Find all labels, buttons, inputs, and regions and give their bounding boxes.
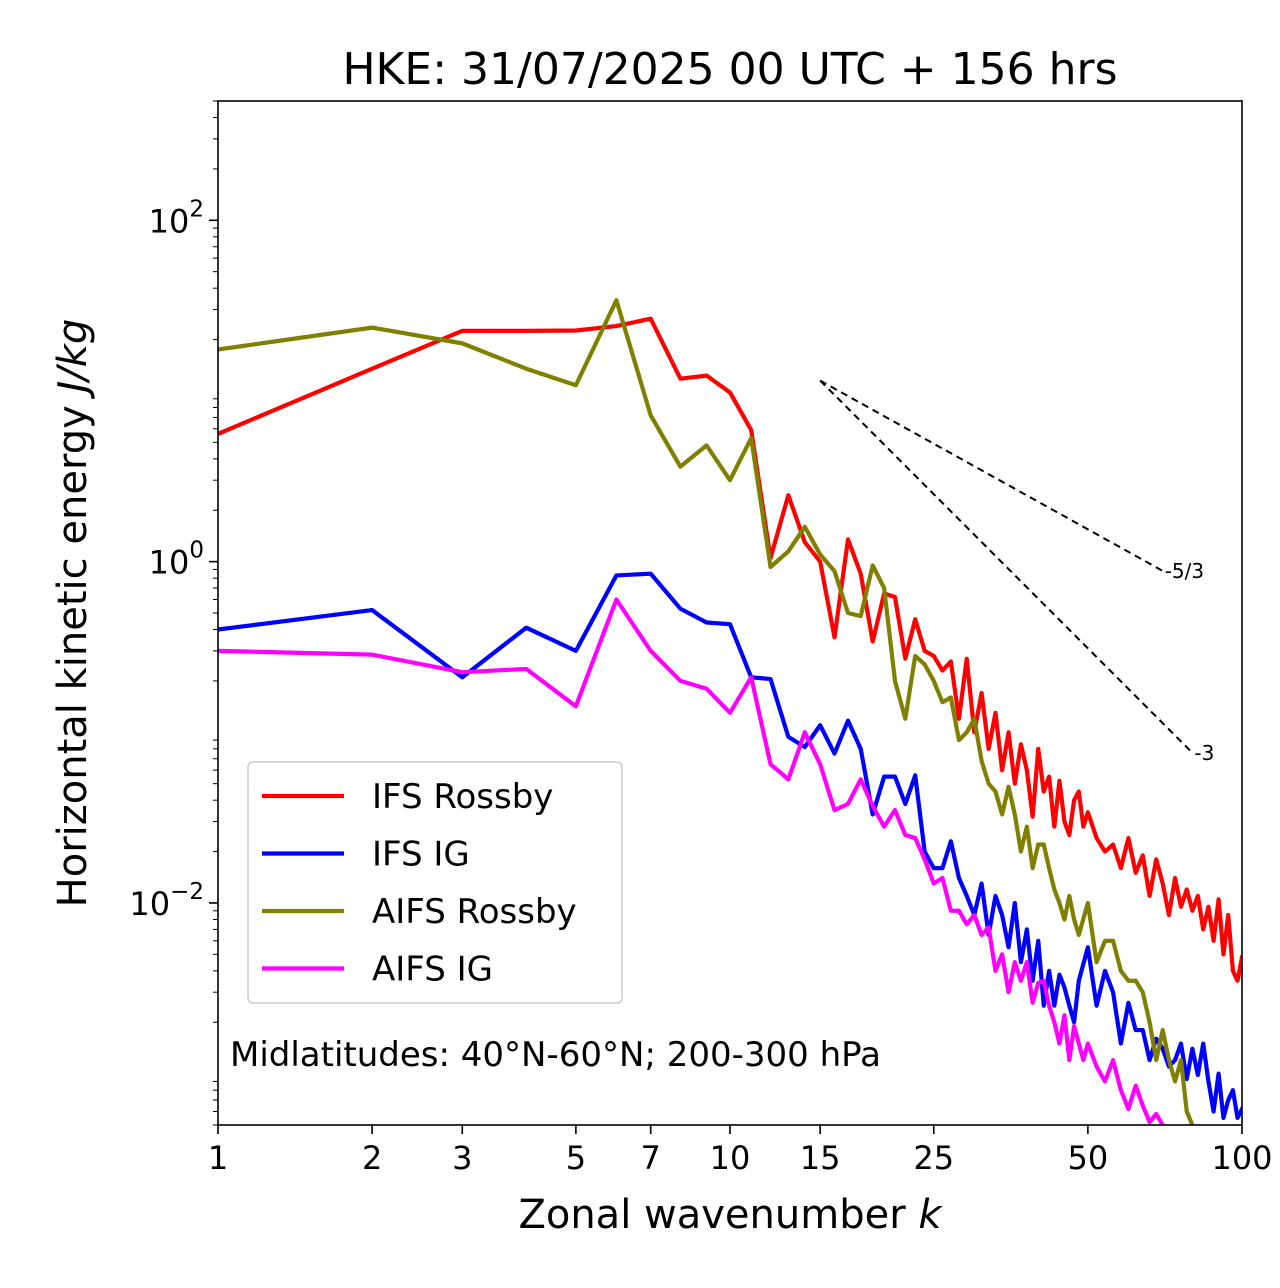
- x-axis-label-text: Zonal wavenumber: [518, 1192, 918, 1238]
- x-tick-label: 3: [452, 1139, 472, 1177]
- y-tick-base: 10: [149, 544, 190, 582]
- reference-line: [819, 379, 1164, 572]
- series-line-aifs-rossby: [218, 298, 1195, 1125]
- x-tick-label: 15: [800, 1139, 841, 1177]
- series-line-aifs-ig: [218, 597, 1166, 1125]
- x-tick-label: 50: [1068, 1139, 1109, 1177]
- x-axis-ticks: 1 2 3 5 7 10 15 25 50 100: [208, 1125, 1273, 1177]
- x-tick-label: 1: [208, 1139, 228, 1177]
- y-tick-label: 100: [149, 538, 204, 582]
- series-line-ifs-rossby: [218, 316, 1242, 983]
- region-annotation: Midlatitudes: 40°N-60°N; 200-300 hPa: [230, 1035, 881, 1075]
- x-axis-label-var: k: [918, 1192, 943, 1238]
- x-axis-label: Zonal wavenumber k: [518, 1192, 943, 1238]
- x-tick-label: 100: [1211, 1139, 1272, 1177]
- reference-line: [819, 379, 1194, 754]
- x-tick-label: 25: [913, 1139, 954, 1177]
- legend-box: [247, 761, 623, 1004]
- y-tick-label: 102: [149, 196, 204, 240]
- x-tick-label: 5: [566, 1139, 586, 1177]
- y-axis-label-text: Horizontal kinetic energy: [50, 393, 96, 908]
- reference-lines: [819, 379, 1194, 754]
- y-axis-label-units: J/kg: [50, 319, 96, 400]
- y-tick-base: 10: [149, 202, 190, 240]
- reference-line-label: -3: [1194, 741, 1214, 765]
- legend: IFS Rossby IFS IG AIFS Rossby AIFS IG: [247, 761, 623, 1004]
- series-lines: [218, 298, 1242, 1125]
- y-tick-exponent: 2: [189, 196, 204, 222]
- x-tick-label: 7: [641, 1139, 661, 1177]
- legend-label-aifs-rossby: AIFS Rossby: [372, 892, 577, 932]
- y-tick-base: 10: [129, 885, 170, 923]
- x-tick-label: 2: [362, 1139, 382, 1177]
- legend-label-aifs-ig: AIFS IG: [372, 950, 493, 990]
- x-tick-label: 10: [710, 1139, 751, 1177]
- series-line-ifs-ig: [218, 571, 1242, 1121]
- legend-label-ifs-rossby: IFS Rossby: [372, 777, 553, 817]
- y-axis-label: Horizontal kinetic energy J/kg: [50, 319, 96, 908]
- y-tick-exponent: 0: [189, 538, 204, 564]
- legend-label-ifs-ig: IFS IG: [372, 835, 470, 875]
- y-minor-ticks: [213, 100, 218, 1126]
- y-tick-label: 10−2: [129, 879, 204, 923]
- reference-line-label: -5/3: [1165, 559, 1204, 583]
- chart-title: HKE: 31/07/2025 00 UTC + 156 hrs: [342, 44, 1117, 95]
- y-tick-exponent: −2: [170, 879, 204, 905]
